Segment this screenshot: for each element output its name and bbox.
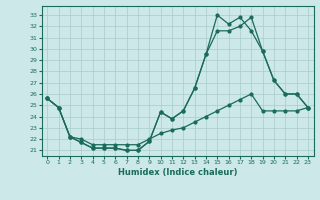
X-axis label: Humidex (Indice chaleur): Humidex (Indice chaleur) xyxy=(118,168,237,177)
